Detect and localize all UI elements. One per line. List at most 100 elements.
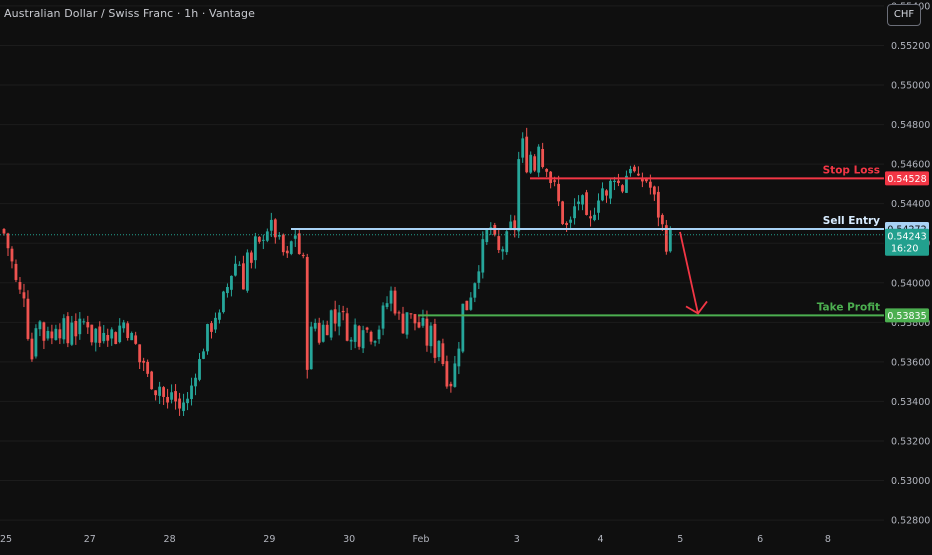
candle-body xyxy=(337,312,341,327)
candle-body xyxy=(497,236,501,251)
candle-body xyxy=(477,271,481,283)
candle-body xyxy=(202,351,205,359)
candle-body xyxy=(230,275,233,290)
candle-body xyxy=(529,154,533,173)
time-tick-label: 29 xyxy=(263,534,275,545)
candle-body xyxy=(222,291,225,313)
candle-body xyxy=(325,324,329,336)
candle-body xyxy=(505,231,509,253)
candle-body xyxy=(122,322,126,329)
candle-body xyxy=(333,309,337,324)
candle-body xyxy=(401,313,405,334)
candle-body xyxy=(234,263,237,276)
take-profit-tag-label: 0.53835 xyxy=(887,311,926,322)
sell-entry-label: Sell Entry xyxy=(823,215,880,227)
time-tick-label: 5 xyxy=(677,534,683,545)
candle-body xyxy=(397,312,401,314)
time-axis[interactable]: 25 27 28 29 30 Feb 3 4 5 6 8 xyxy=(0,526,932,550)
candle-body xyxy=(90,324,94,343)
candle-body xyxy=(6,233,10,249)
candle-body xyxy=(489,227,493,229)
price-tick-label: 0.53400 xyxy=(891,397,930,408)
candle-body xyxy=(134,335,138,344)
candle-body xyxy=(437,340,441,358)
candle-body xyxy=(82,321,86,323)
candle-body xyxy=(413,314,417,324)
candle-body xyxy=(465,300,469,311)
currency-button[interactable]: CHF xyxy=(887,4,921,26)
candle-body xyxy=(186,398,189,404)
candle-body xyxy=(257,236,261,242)
candle-body xyxy=(652,186,656,195)
candle-body xyxy=(78,318,82,335)
candle-body xyxy=(269,219,273,231)
candle-body xyxy=(321,324,325,342)
time-tick-label: 30 xyxy=(343,534,355,545)
price-tick-label: 0.55000 xyxy=(891,81,930,92)
candle-body xyxy=(561,201,564,224)
candle-body xyxy=(409,313,413,315)
candle-body xyxy=(50,331,54,339)
candle-body xyxy=(581,195,584,205)
candle-body xyxy=(42,322,46,341)
candle-body xyxy=(170,392,173,400)
candle-body xyxy=(533,156,537,171)
candle-body xyxy=(162,387,165,397)
candle-body xyxy=(198,359,201,380)
candle-body xyxy=(641,177,644,182)
candlesticks xyxy=(2,127,672,416)
candle-body xyxy=(445,361,449,387)
candle-body xyxy=(501,249,505,252)
candle-body xyxy=(365,327,369,330)
candle-body xyxy=(34,328,38,357)
candle-body xyxy=(541,148,545,167)
candle-body xyxy=(126,323,130,338)
price-axis[interactable]: 0.554000.552000.550000.548000.546000.544… xyxy=(884,0,932,550)
candle-body xyxy=(629,168,632,174)
grid xyxy=(0,5,884,521)
candle-body xyxy=(38,321,42,330)
arrow-head-icon xyxy=(685,300,708,315)
candle-body xyxy=(46,330,50,339)
candle-body xyxy=(569,219,572,223)
candle-body xyxy=(166,396,169,403)
candle-body xyxy=(389,290,393,304)
candle-body xyxy=(441,343,445,365)
stop-loss-tag xyxy=(885,171,929,186)
candle-body xyxy=(293,235,297,239)
time-tick-label: 28 xyxy=(164,534,176,545)
candle-body xyxy=(609,180,612,199)
candle-body xyxy=(421,317,425,326)
candle-body xyxy=(341,310,345,313)
candle-body xyxy=(329,310,333,338)
candle-body xyxy=(210,323,213,332)
candle-body xyxy=(521,138,525,158)
candle-body xyxy=(656,191,660,218)
candle-body xyxy=(613,180,616,183)
time-tick-label: Feb xyxy=(413,534,430,545)
sell-arrow xyxy=(679,231,699,314)
price-tick-label: 0.54600 xyxy=(891,160,930,171)
candle-body xyxy=(557,183,561,202)
candle-body xyxy=(405,312,409,335)
price-tick-label: 0.55200 xyxy=(891,41,930,52)
time-tick-label: 6 xyxy=(757,534,763,545)
time-tick-label: 8 xyxy=(825,534,831,545)
candle-body xyxy=(62,318,66,340)
candle-body xyxy=(58,329,62,339)
candle-body xyxy=(273,219,277,238)
candle-body xyxy=(74,320,78,337)
candle-body xyxy=(309,326,313,370)
candle-body xyxy=(525,136,529,173)
price-tick-label: 0.53000 xyxy=(891,476,930,487)
candle-body xyxy=(313,322,317,329)
price-tick-label: 0.53200 xyxy=(891,436,930,447)
candle-body xyxy=(393,290,397,314)
time-tick-label: 27 xyxy=(84,534,96,545)
candle-body xyxy=(357,326,361,347)
candle-body xyxy=(226,287,229,294)
candle-body xyxy=(597,200,600,213)
candle-body xyxy=(285,250,289,254)
